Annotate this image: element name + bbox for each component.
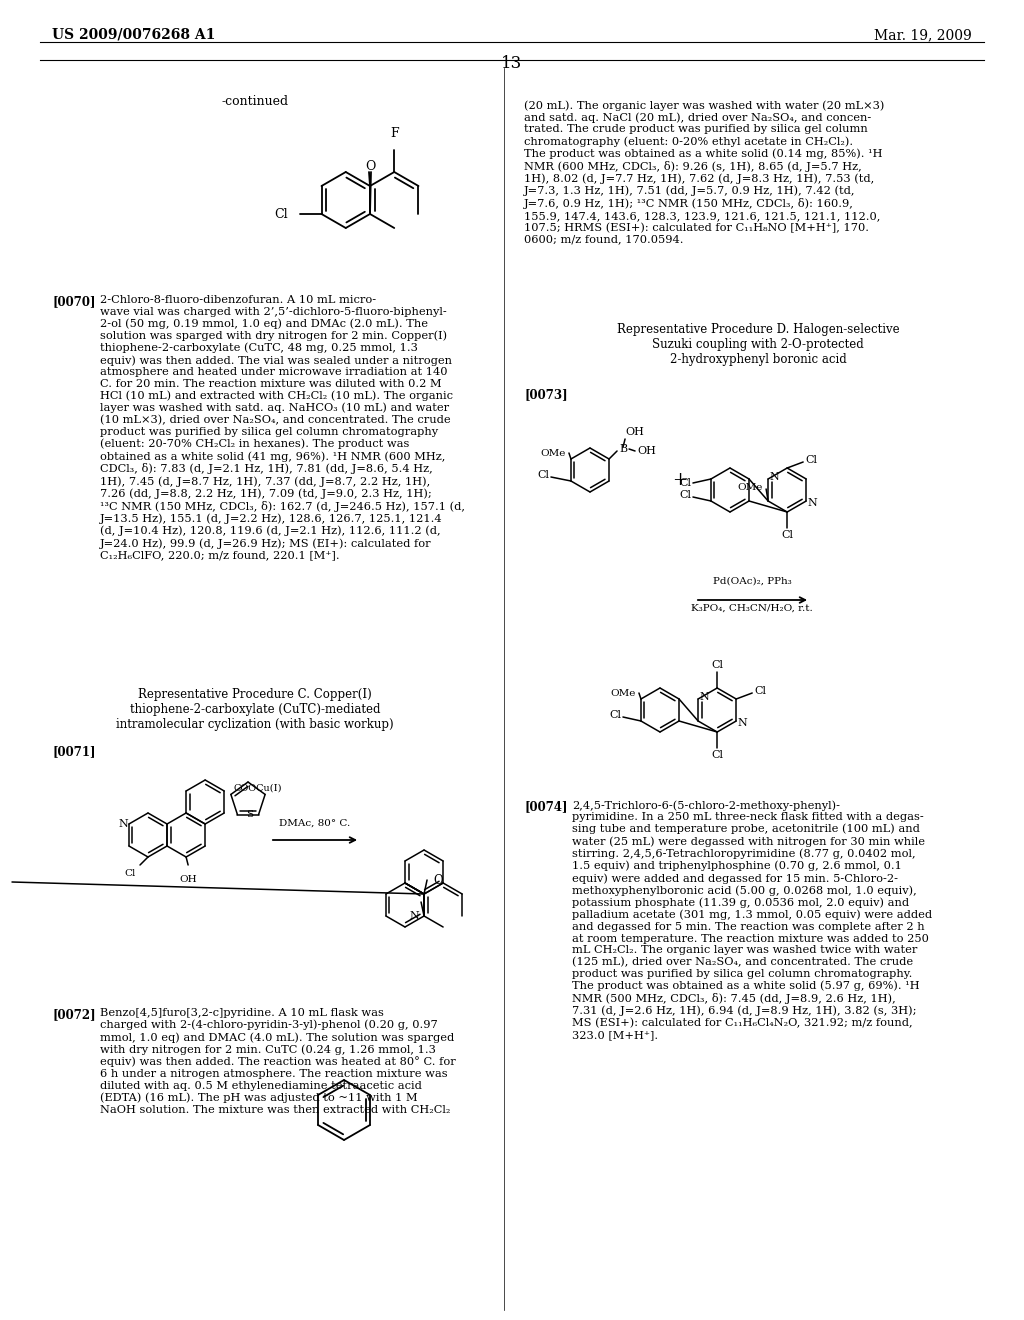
Text: Cl: Cl <box>273 207 288 220</box>
Text: O: O <box>433 874 442 887</box>
Text: [0071]: [0071] <box>52 744 95 758</box>
Text: [0073]: [0073] <box>524 388 567 401</box>
Text: N: N <box>769 473 779 482</box>
Text: O: O <box>365 160 375 173</box>
Text: [0072]: [0072] <box>52 1008 95 1020</box>
Text: OH: OH <box>625 426 644 437</box>
Text: Cl: Cl <box>711 750 723 760</box>
Text: 2-Chloro-8-fluoro-dibenzofuran. A 10 mL micro-
wave vial was charged with 2’,5’-: 2-Chloro-8-fluoro-dibenzofuran. A 10 mL … <box>100 294 465 560</box>
Text: Cl: Cl <box>781 531 794 540</box>
Text: +: + <box>673 471 687 488</box>
Text: US 2009/0076268 A1: US 2009/0076268 A1 <box>52 28 215 42</box>
Text: OMe: OMe <box>541 449 566 458</box>
Text: -continued: -continued <box>221 95 289 108</box>
Text: N: N <box>737 718 746 729</box>
Text: N: N <box>699 692 709 702</box>
Text: Mar. 19, 2009: Mar. 19, 2009 <box>874 28 972 42</box>
Text: K₃PO₄, CH₃CN/H₂O, r.t.: K₃PO₄, CH₃CN/H₂O, r.t. <box>691 605 813 612</box>
Text: N: N <box>410 911 419 921</box>
Text: Cl: Cl <box>124 869 136 878</box>
Text: 2,4,5-Trichloro-6-(5-chloro-2-methoxy-phenyl)-
pyrimidine. In a 250 mL three-nec: 2,4,5-Trichloro-6-(5-chloro-2-methoxy-ph… <box>572 800 932 1040</box>
Text: Pd(OAc)₂, PPh₃: Pd(OAc)₂, PPh₃ <box>713 577 792 586</box>
Text: Benzo[4,5]furo[3,2-c]pyridine. A 10 mL flask was
charged with 2-(4-chloro-pyridi: Benzo[4,5]furo[3,2-c]pyridine. A 10 mL f… <box>100 1008 456 1114</box>
Text: 13: 13 <box>502 55 522 73</box>
Text: F: F <box>390 127 398 140</box>
Text: Cl: Cl <box>679 478 691 488</box>
Text: Representative Procedure C. Copper(I)
thiophene-2-carboxylate (CuTC)-mediated
in: Representative Procedure C. Copper(I) th… <box>116 688 394 731</box>
Text: [0070]: [0070] <box>52 294 95 308</box>
Text: Cl: Cl <box>537 470 549 480</box>
Text: [0074]: [0074] <box>524 800 567 813</box>
Text: B: B <box>618 444 627 454</box>
Text: COOCu(I): COOCu(I) <box>233 784 283 792</box>
Text: Cl: Cl <box>755 686 766 696</box>
Text: OMe: OMe <box>737 483 763 491</box>
Text: (20 mL). The organic layer was washed with water (20 mL×3)
and satd. aq. NaCl (2: (20 mL). The organic layer was washed wi… <box>524 100 885 244</box>
Text: Cl: Cl <box>679 490 691 500</box>
Text: OMe: OMe <box>610 689 636 697</box>
Text: Cl: Cl <box>711 660 723 671</box>
Text: Representative Procedure D. Halogen-selective
Suzuki coupling with 2-O-protected: Representative Procedure D. Halogen-sele… <box>616 323 899 366</box>
Text: OH: OH <box>179 875 197 884</box>
Text: DMAc, 80° C.: DMAc, 80° C. <box>280 818 350 828</box>
Text: OH: OH <box>637 446 656 455</box>
Text: N: N <box>807 498 817 508</box>
Text: Cl: Cl <box>609 710 621 719</box>
Text: Cl: Cl <box>805 455 817 465</box>
Text: S: S <box>247 810 254 820</box>
Text: N: N <box>118 818 128 829</box>
